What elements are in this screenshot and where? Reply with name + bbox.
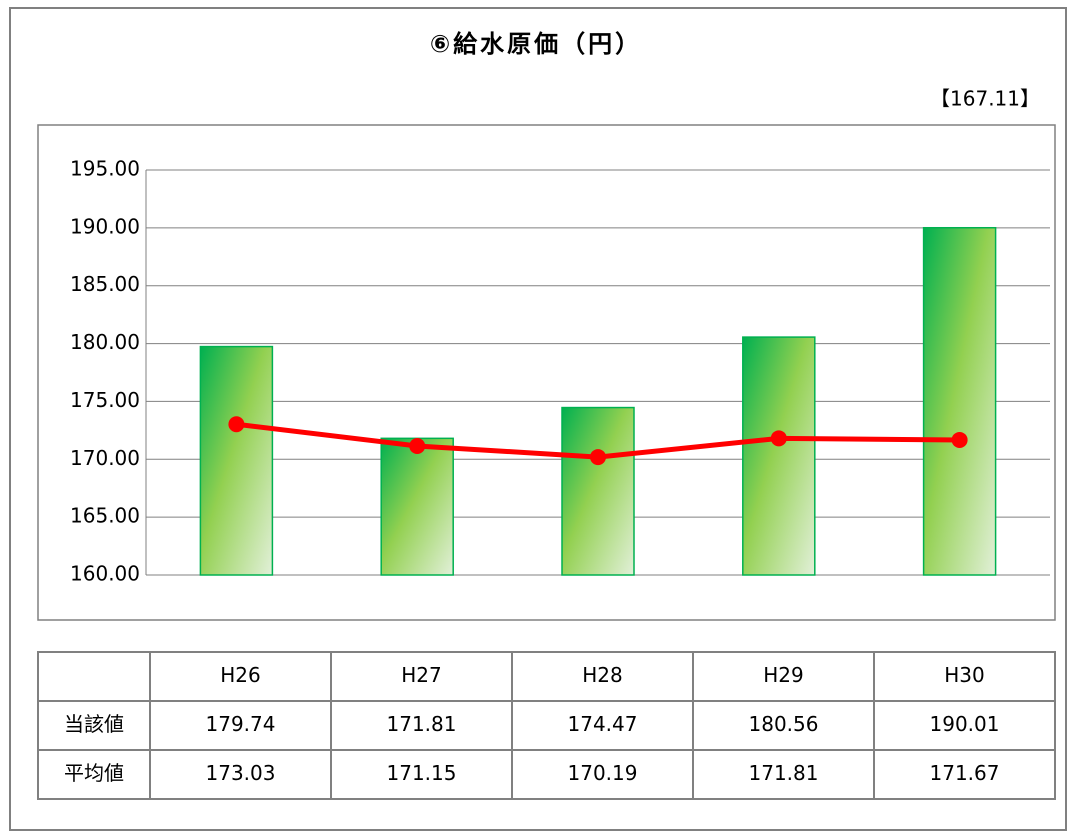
table-cell: 171.81 <box>387 712 457 736</box>
table-header: H28 <box>582 663 623 687</box>
marker <box>409 437 426 454</box>
table-cell: 179.74 <box>206 712 276 736</box>
table-header: H27 <box>401 663 442 687</box>
table-header: H26 <box>220 663 261 687</box>
marker <box>228 416 245 433</box>
marker <box>590 449 606 466</box>
legend-label: 平均値 <box>64 761 124 785</box>
y-tick-label: 195.00 <box>70 157 140 181</box>
chart-title: ⑥給水原価（円） <box>430 30 642 58</box>
bar <box>199 345 274 576</box>
bar <box>380 437 454 576</box>
y-tick-label: 185.00 <box>70 272 140 296</box>
table-cell: 170.19 <box>568 761 638 785</box>
legend-label: 当該値 <box>64 712 124 736</box>
plot-frame <box>37 124 1056 621</box>
table-frame <box>37 651 1056 800</box>
y-tick-label: 165.00 <box>70 504 140 528</box>
frame <box>9 7 1067 831</box>
table-cell: 174.47 <box>568 712 638 736</box>
y-tick-label: 180.00 <box>70 330 140 354</box>
annotation: 【167.11】 <box>930 87 1040 111</box>
table-cell: 190.01 <box>930 712 1000 736</box>
y-tick-label: 175.00 <box>70 388 140 412</box>
marker <box>951 431 968 448</box>
table-header: H29 <box>763 663 804 687</box>
bar <box>561 406 635 576</box>
table-cell: 171.67 <box>930 761 1000 785</box>
table-cell: 171.81 <box>749 761 819 785</box>
table-cell: 173.03 <box>206 761 276 785</box>
table-cell: 180.56 <box>749 712 819 736</box>
table-header: H30 <box>944 663 985 687</box>
bar <box>742 336 816 576</box>
y-tick-label: 160.00 <box>70 562 140 586</box>
y-tick-label: 190.00 <box>70 214 140 238</box>
marker <box>770 430 787 447</box>
y-tick-label: 170.00 <box>70 446 140 470</box>
bar <box>922 226 997 576</box>
table-cell: 171.15 <box>387 761 457 785</box>
